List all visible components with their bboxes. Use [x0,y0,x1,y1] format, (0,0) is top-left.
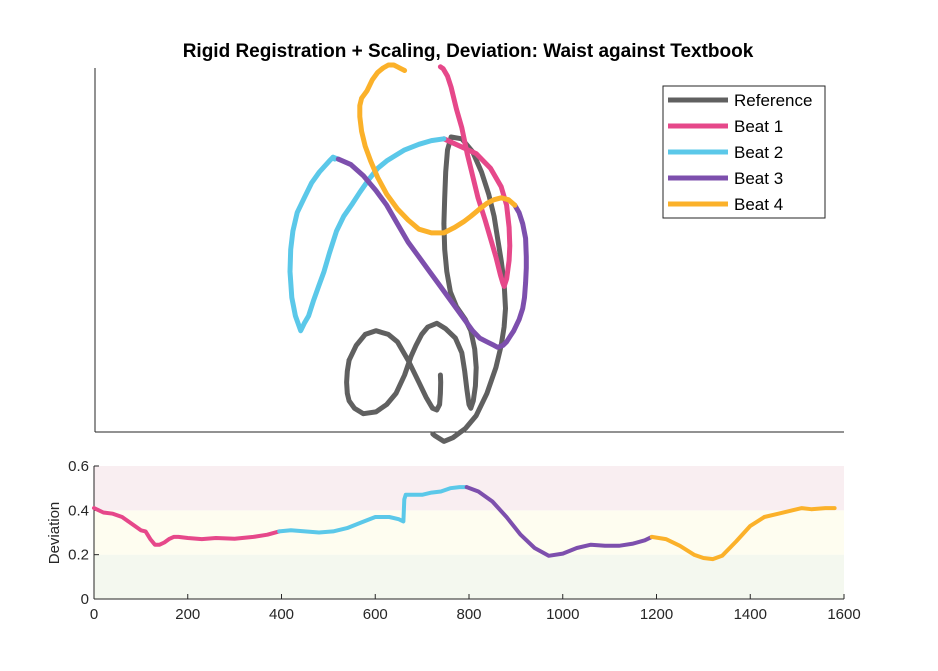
legend-label-reference: Reference [734,91,812,110]
legend-items: Reference Beat 1 Beat 2 Beat 3 Beat 4 [668,91,812,214]
trajectory-beat-1-segment-0 [437,64,513,289]
trajectory-reference-segment-1 [346,328,444,413]
deviation-plot: 0 0.2 0.4 0.6 0 200 400 600 800 1000 1200 1400 1600… [46,458,861,623]
deviation-y-axis-label: Deviation [46,502,63,565]
deviation-band-1 [94,510,844,555]
y-tick-label: 0.4 [68,502,89,519]
legend-label-beat-1: Beat 1 [734,117,783,136]
x-tick-label: 1000 [546,606,579,623]
deviation-y-ticks: 0 0.2 0.4 0.6 [68,458,99,608]
chart-title: Rigid Registration + Scaling, Deviation:… [183,41,754,62]
deviation-x-ticks: 0 200 400 600 800 1000 1200 1400 1600 [90,594,861,623]
legend-label-beat-2: Beat 2 [734,143,783,162]
deviation-line-beat-3 [464,485,654,558]
x-tick-label: 200 [175,606,200,623]
legend: Reference Beat 1 Beat 2 Beat 3 Beat 4 [662,85,826,219]
trajectory-beat-2-segment-0 [287,136,447,334]
legend-label-beat-4: Beat 4 [734,195,783,214]
deviation-line-beat-2 [277,485,469,535]
x-tick-label: 1200 [640,606,673,623]
deviation-bands [94,466,844,599]
x-tick-label: 0 [90,606,98,623]
deviation-series-group [92,485,837,562]
x-tick-label: 1600 [827,606,860,623]
deviation-band-0 [94,554,844,599]
x-tick-label: 800 [456,606,481,623]
y-tick-label: 0.6 [68,458,89,475]
deviation-line-beat-1 [92,506,282,547]
trajectory-beat-4-segment-0 [357,62,518,236]
y-tick-label: 0.2 [68,547,89,564]
trajectory-plot [94,62,844,444]
x-tick-label: 1400 [734,606,767,623]
y-tick-label: 0 [81,591,89,608]
x-tick-label: 400 [269,606,294,623]
legend-label-beat-3: Beat 3 [734,169,783,188]
deviation-line-beat-4 [649,506,837,562]
trajectory-beat-3-segment-0 [335,156,529,350]
trajectory-series-group [287,62,529,444]
x-tick-label: 600 [363,606,388,623]
